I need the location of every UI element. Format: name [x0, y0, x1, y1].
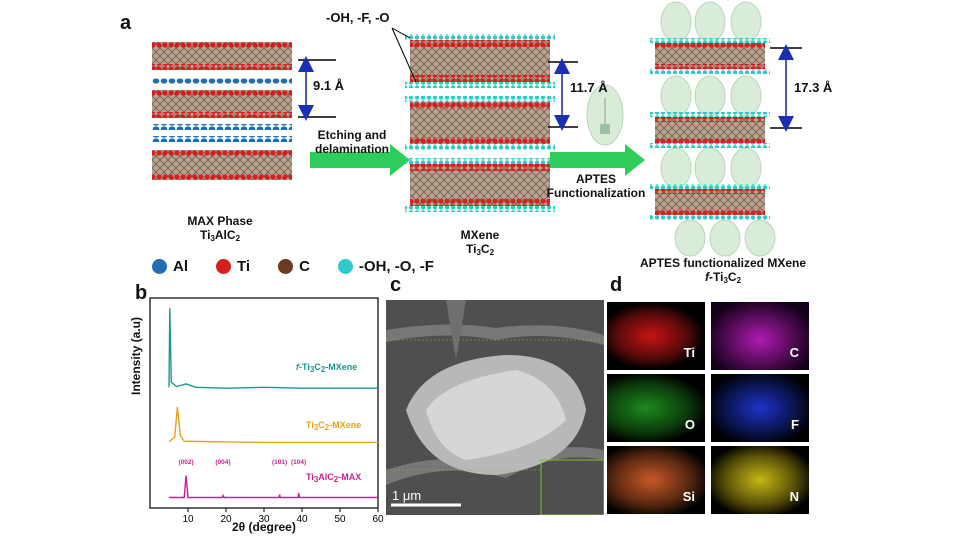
- functionalization-step-line1: APTES: [575, 172, 616, 186]
- eds-map-ti: Ti: [607, 302, 705, 370]
- max-phase-name: MAX Phase: [187, 214, 253, 228]
- aptes-molecule-icon: [586, 84, 624, 146]
- eds-maps: Ti C O F Si N: [607, 302, 812, 514]
- functionalized-caption: APTES functionalized MXene f-Ti3C2: [628, 256, 818, 285]
- series-label-f-mxene: f-Ti3C2-MXene: [296, 362, 358, 374]
- x-tick-label: 10: [182, 514, 194, 525]
- functionalization-step-line2: Functionalization: [546, 186, 646, 200]
- x-tick-label: 60: [372, 514, 384, 525]
- peak-annotation: (101): [272, 459, 287, 466]
- pointer-line: [391, 27, 417, 83]
- c-atom-icon: [278, 259, 294, 274]
- eds-map-si: Si: [607, 446, 705, 514]
- series-line-1: [168, 406, 378, 444]
- legend-item-c: C: [278, 258, 310, 275]
- functionalized-spacing-label: 17.3 Å: [794, 80, 833, 95]
- x-tick-label: 50: [334, 514, 346, 525]
- max-spacing-label: 9.1 Å: [313, 78, 345, 93]
- eds-label-si: Si: [682, 489, 695, 504]
- tem-image: 1 μm: [386, 300, 604, 515]
- x-tick-label: 40: [296, 514, 308, 525]
- eds-map-o: O: [607, 374, 705, 442]
- xrd-chart: 10 20 30 40 50 60 (002) (004) (101) (104): [149, 297, 384, 525]
- eds-label-ti: Ti: [683, 345, 695, 360]
- peak-annotation: (104): [291, 459, 306, 466]
- mxene-caption: MXene Ti3C2: [430, 228, 530, 257]
- eds-label-o: O: [684, 417, 695, 432]
- etching-arrow: [310, 144, 410, 176]
- mxene-formula: Ti3C2: [465, 242, 495, 257]
- x-axis-label: 2θ (degree): [232, 520, 296, 534]
- max-phase-stack: [152, 42, 292, 180]
- etching-step-line2: delamination: [314, 142, 389, 156]
- max-phase-caption: MAX Phase Ti3AlC2: [160, 214, 280, 243]
- panel-label-a: a: [120, 12, 132, 34]
- y-axis-label: Intensity (a.u): [129, 316, 143, 395]
- peak-annotation: (004): [215, 459, 230, 466]
- legend-item-al: Al: [152, 258, 188, 275]
- panel-label-c: c: [390, 274, 402, 296]
- x-tick-label: 30: [258, 514, 270, 525]
- functionalized-stack: [650, 1, 776, 257]
- legend-item-ti: Ti: [216, 258, 250, 275]
- schematic-diagram: [152, 1, 802, 257]
- al-atom-icon: [152, 259, 167, 274]
- mxene-stack: [405, 34, 555, 212]
- functionalized-name: APTES functionalized MXene: [639, 256, 807, 270]
- eds-map-c: C: [711, 302, 809, 370]
- etching-step-label: Etching and delamination: [312, 128, 392, 156]
- functionalized-spacing-bar: [770, 44, 802, 132]
- max-phase-formula: Ti3AlC2: [199, 228, 241, 243]
- pointer-line: [391, 27, 411, 39]
- series-label-max: Ti3AlC2-MAX: [306, 472, 362, 484]
- functionalized-formula: f-Ti3C2: [704, 270, 742, 285]
- etching-step-line1: Etching and: [317, 128, 387, 142]
- peak-annotation: (002): [179, 459, 194, 466]
- functionalization-arrow: [550, 144, 645, 176]
- eds-label-c: C: [789, 345, 799, 360]
- eds-map-n: N: [711, 446, 809, 514]
- ti-atom-icon: [216, 259, 231, 274]
- atom-legend: Al Ti C -OH, -O, -F: [152, 258, 434, 275]
- series-line-0: [168, 308, 378, 389]
- xrd-plot-area: 10 20 30 40 50 60 (002) (004) (101) (104): [149, 297, 384, 525]
- surface-terminations-label: -OH, -F, -O: [326, 10, 390, 25]
- mxene-spacing-label: 11.7 Å: [570, 80, 608, 95]
- max-spacing-bar: [298, 56, 336, 121]
- functionalization-step-label: APTES Functionalization: [540, 172, 652, 200]
- eds-label-n: N: [789, 489, 799, 504]
- mxene-spacing-bar: [548, 58, 578, 131]
- panel-label-d: d: [610, 274, 623, 296]
- scale-bar-label: 1 μm: [392, 488, 422, 503]
- x-tick-label: 20: [220, 514, 232, 525]
- legend-item-termination: -OH, -O, -F: [337, 258, 434, 275]
- mxene-name: MXene: [460, 228, 500, 242]
- series-label-mxene: Ti3C2-MXene: [306, 420, 362, 432]
- eds-map-f: F: [711, 374, 809, 442]
- eds-label-f: F: [791, 417, 799, 432]
- tem-micrograph: [386, 300, 604, 515]
- series-line-2: [169, 475, 378, 499]
- termination-atom-icon: [337, 259, 353, 274]
- panel-label-b: b: [135, 282, 148, 304]
